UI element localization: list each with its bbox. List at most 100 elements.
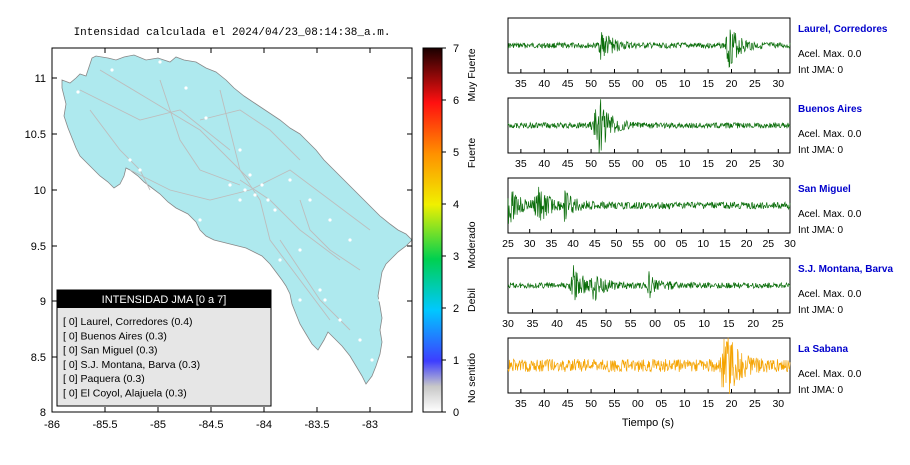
time-tick-label: 50: [585, 78, 597, 90]
time-tick-label: 25: [762, 238, 774, 250]
city-marker: [298, 298, 302, 302]
time-tick-label: 10: [697, 238, 709, 250]
city-marker: [338, 318, 342, 322]
time-tick-label: 45: [576, 318, 588, 330]
waveform-trace: [507, 29, 791, 68]
city-marker: [266, 198, 270, 202]
map-x-tick-label: -84: [256, 419, 272, 431]
city-marker: [358, 338, 362, 342]
station-name: San Miguel: [798, 184, 851, 195]
time-tick-label: 30: [524, 238, 536, 250]
legend-item: [ 0] Laurel, Corredores (0.4): [63, 316, 193, 328]
colorbar-category-label: Debil: [466, 288, 478, 312]
station-max-acceleration: Acel. Max. 0.0: [798, 289, 862, 300]
station-max-acceleration: Acel. Max. 0.0: [798, 369, 862, 380]
time-tick-label: 10: [698, 318, 710, 330]
legend-title: INTENSIDAD JMA [0 a 7]: [102, 294, 227, 306]
time-tick-label: 55: [609, 398, 621, 410]
colorbar-tick-label: 5: [453, 147, 459, 159]
city-markers: [76, 60, 382, 362]
time-tick-label: 50: [585, 398, 597, 410]
time-tick-label: 35: [515, 158, 527, 170]
road-line: [279, 239, 351, 331]
time-tick-label: 40: [567, 238, 579, 250]
time-tick-label: 45: [562, 158, 574, 170]
time-tick-label: 00: [654, 238, 666, 250]
colorbar-tick-label: 3: [453, 251, 459, 263]
road-line: [249, 169, 371, 231]
city-marker: [158, 198, 162, 202]
station-name: Laurel, Corredores: [798, 24, 888, 35]
colorbar-ticks: 7 6 5 4 3 2 1 0: [442, 43, 459, 419]
time-tick-label: 35: [515, 398, 527, 410]
map-y-tick-label: 10: [34, 185, 46, 197]
time-tick-label: 20: [747, 318, 759, 330]
map-x-tick-label: -85: [150, 419, 166, 431]
map-y-tick-label: 10.5: [25, 129, 46, 141]
time-tick-label: 35: [515, 78, 527, 90]
time-tick-label: 15: [702, 78, 714, 90]
road-line: [219, 89, 261, 201]
map-x-tick-label: -83: [362, 419, 378, 431]
time-tick-label: 50: [600, 318, 612, 330]
seismogram-panels: 35 40 45 50 55 00 05 10 15 20 25 30 35 40 45 50 55 00 05 10…: [502, 17, 796, 410]
city-marker: [253, 193, 257, 197]
time-tick-label: 30: [772, 158, 784, 170]
time-axis-label: Tiempo (s): [622, 417, 674, 429]
seismogram-panel: 35 40 45 50 55 00 05 10 15 20 25 30: [507, 17, 791, 90]
time-tick-label: 25: [749, 158, 761, 170]
time-tick-label: 35: [527, 318, 539, 330]
time-tick-label: 15: [723, 318, 735, 330]
intensity-legend: INTENSIDAD JMA [0 a 7] [ 0] Laurel, Corr…: [56, 289, 272, 407]
colorbar-category-label: Muy Fuerte: [466, 48, 478, 101]
waveform-trace: [507, 337, 791, 395]
time-tick-label: 15: [702, 158, 714, 170]
time-tick-label: 10: [679, 78, 691, 90]
city-marker: [228, 183, 232, 187]
time-tick-label: 30: [502, 318, 514, 330]
legend-item: [ 0] S.J. Montana, Barva (0.3): [63, 359, 200, 371]
map-y-tick-label: 11: [35, 73, 46, 85]
road-line: [159, 79, 241, 186]
time-tick-label: 00: [632, 158, 644, 170]
colorbar-category-label: Fuerte: [466, 138, 478, 169]
station-jma-intensity: Int JMA: 0: [798, 65, 844, 76]
waveform-trace: [507, 99, 791, 153]
waveform-trace: [507, 186, 791, 224]
time-tick-label: 40: [551, 318, 563, 330]
time-tick-label: 50: [585, 158, 597, 170]
time-tick-label: 25: [772, 318, 784, 330]
city-marker: [110, 68, 114, 72]
time-tick-label: 05: [676, 238, 688, 250]
seismogram-panel: 35 40 45 50 55 00 05 10 15 20 25 30: [507, 97, 791, 170]
time-tick-label: 55: [625, 318, 637, 330]
map-frame: [51, 47, 413, 413]
map-x-tick-label: -84.5: [198, 419, 223, 431]
chart-title: Intensidad calculada el 2024/04/23_08:14…: [74, 27, 391, 39]
station-jma-intensity: Int JMA: 0: [798, 225, 844, 236]
time-tick-label: 10: [679, 398, 691, 410]
time-tick-label: 25: [749, 398, 761, 410]
station-jma-intensity: Int JMA: 0: [798, 305, 844, 316]
legend-box: [56, 289, 272, 407]
time-tick-label: 40: [538, 78, 550, 90]
time-tick-label: 30: [772, 398, 784, 410]
city-marker: [318, 288, 322, 292]
time-tick-label: 15: [719, 238, 731, 250]
map-x-axis: -86 -85.5 -85 -84.5 -84 -83.5 -83: [44, 48, 378, 431]
city-marker: [328, 218, 332, 222]
time-tick-label: 55: [632, 238, 644, 250]
map-y-tick-label: 9: [40, 296, 46, 308]
city-marker: [378, 298, 382, 302]
map-y-tick-label: 9.5: [31, 241, 46, 253]
map-y-axis: 11 10.5 10 9.5 9 8.5 8: [25, 73, 412, 419]
time-tick-label: 45: [562, 398, 574, 410]
time-tick-label: 55: [609, 78, 621, 90]
city-marker: [76, 90, 80, 94]
station-name: La Sabana: [798, 344, 849, 355]
intensity-colorbar: 7 6 5 4 3 2 1 0 Muy Fuerte Fuerte Moderado Debil No…: [422, 43, 478, 419]
colorbar-categories: Muy Fuerte Fuerte Moderado Debil No sentido: [466, 48, 478, 403]
time-tick-label: 50: [611, 238, 623, 250]
time-tick-label: 20: [741, 238, 753, 250]
